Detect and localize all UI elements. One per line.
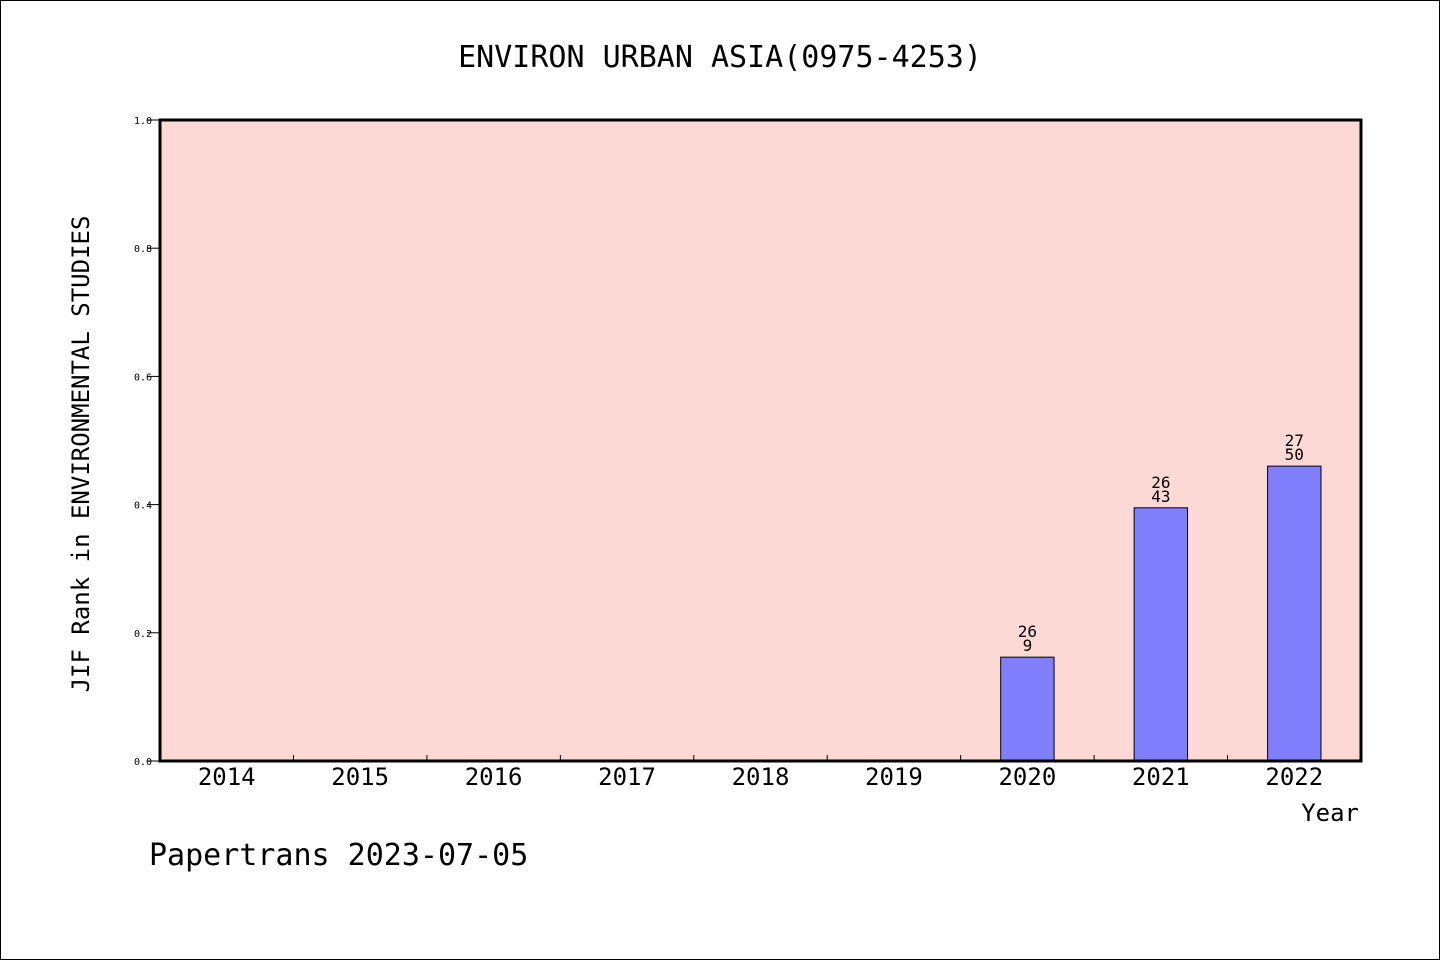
bars-layer (1000, 465, 1322, 762)
bar-label-top: 26 (1018, 622, 1037, 641)
y-tick-label: 1.0 (134, 116, 152, 127)
y-tick-label: 0.2 (134, 629, 152, 640)
x-tick-label: 2014 (198, 763, 256, 791)
y-tick-label: 0.0 (134, 757, 152, 768)
x-tick-label: 2016 (465, 763, 523, 791)
plot-border (158, 118, 1363, 763)
x-tick-label: 2022 (1265, 763, 1323, 791)
bar-2021 (1133, 507, 1189, 762)
y-axis-label: JIF Rank in ENVIRONMENTAL STUDIES (67, 216, 95, 693)
bar-2022 (1267, 465, 1322, 762)
y-tick-label: 0.4 (134, 501, 152, 512)
x-tick-label: 2020 (998, 763, 1056, 791)
x-tick-label: 2015 (331, 763, 389, 791)
bar-2020 (1000, 656, 1055, 762)
ticks-layer: 0.0 0.2 0.4 0.6 0.8 1.0 2014 2015 2016 2017 2018 20… (134, 116, 1323, 791)
x-tick-label: 2021 (1132, 763, 1190, 791)
y-tick-label: 0.6 (134, 372, 152, 383)
chart-title: ENVIRON URBAN ASIA(0975-4253) (458, 40, 982, 75)
y-tick-label: 0.8 (134, 244, 152, 255)
x-tick-label: 2017 (598, 763, 656, 791)
x-tick-label: 2019 (865, 763, 923, 791)
x-axis-label: Year (1301, 799, 1359, 827)
bar-label-top: 27 (1285, 431, 1304, 450)
bar-label-bottom: 9 (1023, 636, 1033, 655)
bar-label-top: 26 (1151, 473, 1170, 492)
footer-text: Papertrans 2023-07-05 (149, 838, 528, 873)
x-tick-label: 2018 (732, 763, 790, 791)
bar-label-bottom: 50 (1285, 445, 1304, 464)
bar-label-bottom: 43 (1151, 487, 1170, 506)
